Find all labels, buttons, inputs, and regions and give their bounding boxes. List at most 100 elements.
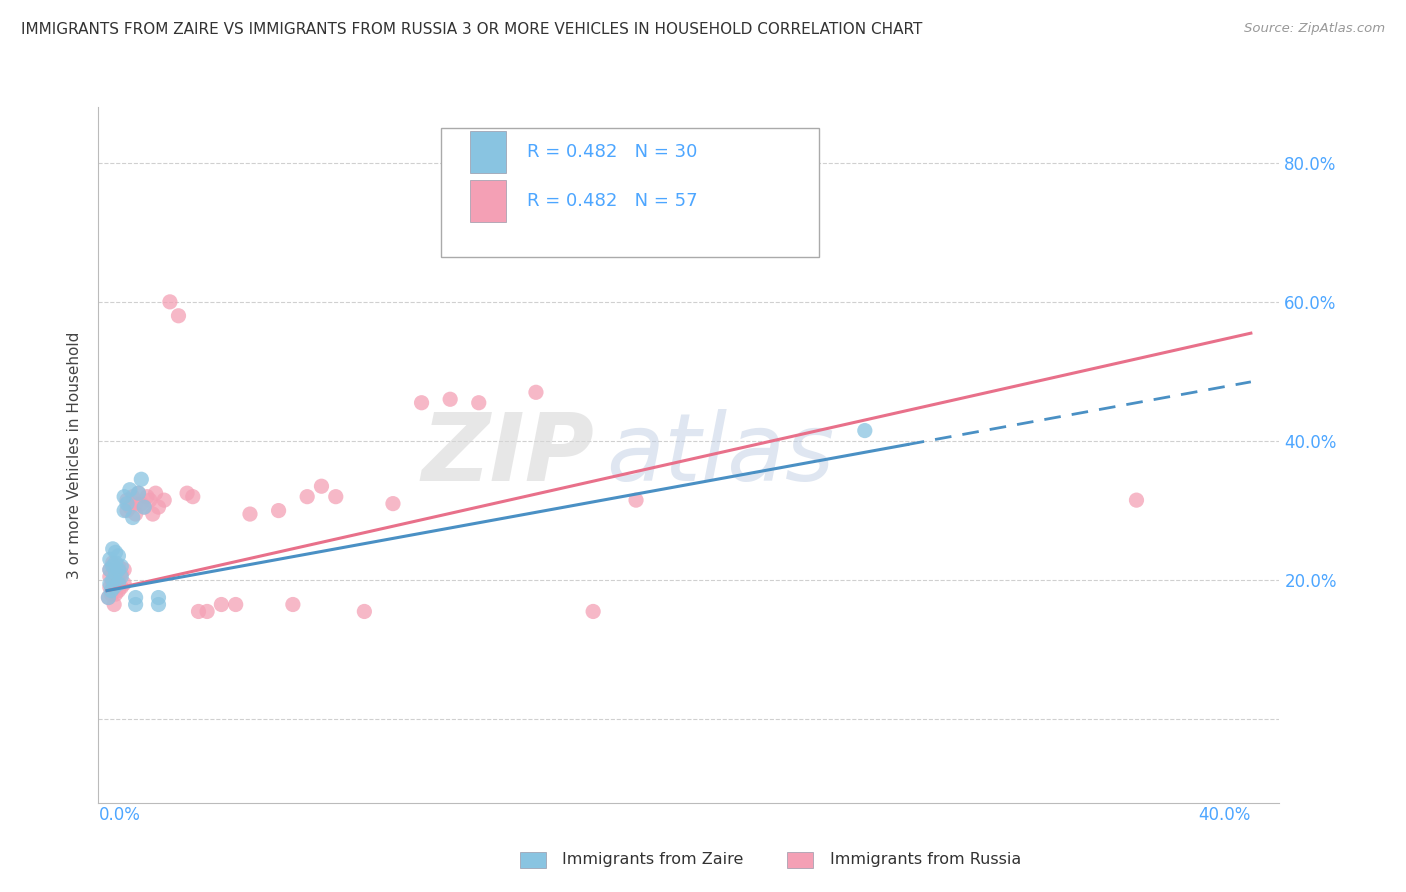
Point: [1125, 493, 1147, 508]
Point: [353, 605, 375, 619]
Point: [176, 486, 198, 500]
Point: [311, 479, 333, 493]
Point: [98, 580, 121, 594]
Point: [107, 559, 129, 574]
FancyBboxPatch shape: [441, 128, 818, 257]
Point: [98, 563, 121, 577]
Point: [107, 563, 129, 577]
Point: [97, 591, 120, 605]
Point: [134, 500, 156, 514]
Text: R = 0.482   N = 57: R = 0.482 N = 57: [527, 192, 697, 210]
Point: [325, 490, 347, 504]
Point: [124, 598, 146, 612]
Point: [118, 500, 141, 514]
Text: IMMIGRANTS FROM ZAIRE VS IMMIGRANTS FROM RUSSIA 3 OR MORE VEHICLES IN HOUSEHOLD : IMMIGRANTS FROM ZAIRE VS IMMIGRANTS FROM…: [21, 22, 922, 37]
Point: [181, 490, 204, 504]
Point: [148, 591, 170, 605]
FancyBboxPatch shape: [471, 131, 506, 173]
Text: Immigrants from Zaire: Immigrants from Zaire: [562, 853, 744, 867]
Point: [112, 576, 135, 591]
Point: [103, 580, 125, 594]
Point: [100, 587, 122, 601]
Point: [853, 424, 876, 438]
Text: 40.0%: 40.0%: [1198, 806, 1251, 824]
Point: [110, 580, 132, 594]
Point: [107, 576, 129, 591]
Point: [115, 493, 138, 508]
Text: R = 0.482   N = 30: R = 0.482 N = 30: [527, 144, 697, 161]
Point: [239, 507, 262, 521]
Point: [124, 591, 146, 605]
Point: [98, 552, 121, 566]
Text: Source: ZipAtlas.com: Source: ZipAtlas.com: [1244, 22, 1385, 36]
Point: [145, 486, 167, 500]
Point: [411, 396, 433, 410]
Point: [103, 598, 125, 612]
Point: [148, 598, 170, 612]
Point: [101, 559, 124, 574]
Point: [281, 598, 304, 612]
Point: [121, 490, 143, 504]
Point: [115, 503, 138, 517]
Point: [107, 549, 129, 563]
Point: [110, 570, 132, 584]
Point: [167, 309, 190, 323]
Point: [131, 497, 153, 511]
Point: [118, 483, 141, 497]
Point: [148, 500, 170, 514]
Point: [104, 587, 127, 601]
Point: [524, 385, 547, 400]
Point: [104, 573, 127, 587]
Point: [153, 493, 176, 508]
Point: [104, 563, 127, 577]
Point: [136, 490, 159, 504]
Point: [101, 573, 124, 587]
Point: [110, 566, 132, 581]
Point: [100, 583, 122, 598]
Point: [112, 490, 135, 504]
Point: [98, 563, 121, 577]
Point: [225, 598, 247, 612]
Text: atlas: atlas: [606, 409, 835, 500]
Point: [124, 497, 146, 511]
Point: [101, 576, 124, 591]
Point: [124, 507, 146, 521]
Point: [101, 556, 124, 570]
Point: [267, 503, 290, 517]
Point: [295, 490, 318, 504]
Point: [115, 497, 138, 511]
Point: [107, 583, 129, 598]
Text: Immigrants from Russia: Immigrants from Russia: [830, 853, 1021, 867]
Point: [187, 605, 209, 619]
FancyBboxPatch shape: [471, 180, 506, 222]
Point: [97, 591, 120, 605]
Point: [101, 541, 124, 556]
Point: [381, 497, 404, 511]
Point: [104, 556, 127, 570]
Point: [624, 493, 647, 508]
Point: [110, 559, 132, 574]
Point: [209, 598, 232, 612]
Point: [142, 507, 165, 521]
Point: [127, 486, 149, 500]
Text: ZIP: ZIP: [422, 409, 595, 501]
Point: [127, 486, 149, 500]
Point: [582, 605, 605, 619]
Point: [107, 573, 129, 587]
Point: [98, 576, 121, 591]
Point: [159, 294, 181, 309]
Point: [112, 563, 135, 577]
Point: [439, 392, 461, 407]
Point: [98, 570, 121, 584]
Point: [468, 396, 491, 410]
Point: [134, 500, 156, 514]
Point: [112, 503, 135, 517]
Text: 0.0%: 0.0%: [98, 806, 141, 824]
Point: [121, 510, 143, 524]
Point: [104, 545, 127, 559]
Point: [101, 566, 124, 581]
Point: [139, 493, 162, 508]
Point: [195, 605, 218, 619]
Point: [104, 566, 127, 581]
Point: [131, 472, 153, 486]
